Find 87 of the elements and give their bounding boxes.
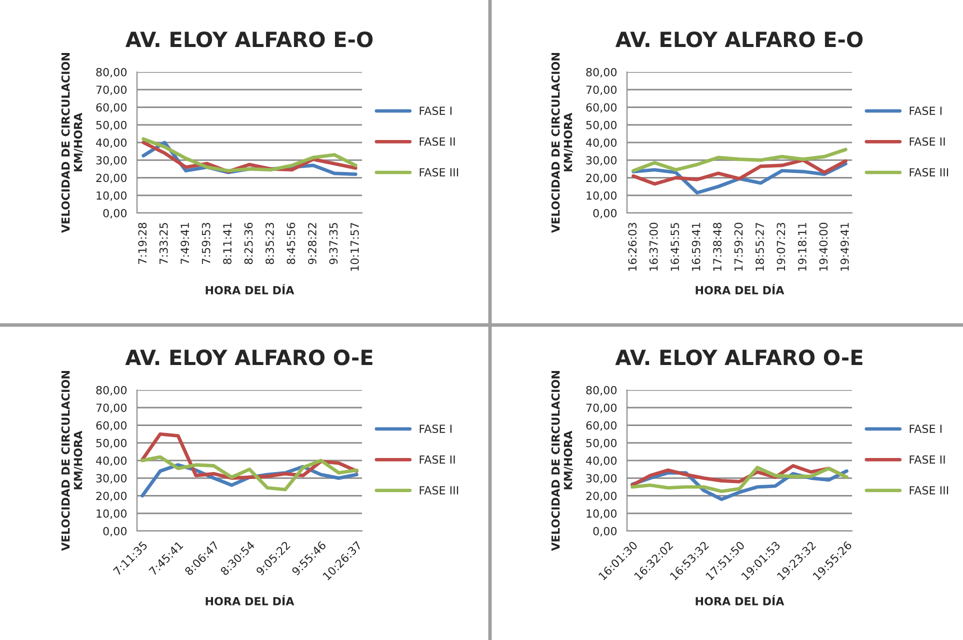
y-axis-title: VELOCIDAD DE CIRCULACION KM/HORA — [551, 371, 574, 551]
x-tick-label: 19:18:11 — [798, 223, 806, 271]
y-tick-label: 0,00 — [103, 526, 127, 537]
legend-label: FASE II — [910, 137, 945, 146]
y-tick-label: 20,00 — [96, 174, 127, 184]
chart-title: AV. ELOY ALFARO O-E — [615, 350, 862, 366]
y-tick-label: 0,00 — [593, 526, 617, 537]
legend-label: FASE I — [420, 424, 452, 433]
y-tick-label: 60,00 — [586, 103, 617, 113]
y-tick-label: 50,00 — [96, 120, 127, 130]
y-tick-label: 20,00 — [586, 492, 617, 502]
line-series — [632, 148, 848, 172]
chart-title: AV. ELOY ALFARO O-E — [125, 350, 372, 366]
y-tick-label: 30,00 — [586, 156, 617, 166]
y-tick-label: 60,00 — [586, 421, 617, 431]
y-tick-label: 0,00 — [593, 208, 617, 219]
y-tick-label: 70,00 — [586, 404, 617, 414]
line-series — [630, 466, 848, 494]
x-tick-label: 8:45:56 — [286, 222, 296, 264]
legend-label: FASE II — [420, 137, 455, 146]
x-tick-label: 9:28:22 — [308, 223, 316, 264]
chart-title: AV. ELOY ALFARO E-O — [125, 32, 373, 48]
x-tick-label: 8:25:36 — [244, 222, 253, 264]
x-tick-label: 7:49:41 — [180, 223, 190, 264]
x-axis-title: HORA DEL DÍA — [696, 284, 784, 294]
y-tick-label: 10,00 — [96, 509, 127, 519]
y-tick-label: 40,00 — [586, 456, 617, 466]
y-tick-label: 50,00 — [96, 438, 127, 448]
x-tick-label: 18:55:27 — [756, 222, 764, 271]
x-axis-title: HORA DEL DÍA — [696, 594, 784, 606]
chart-title: AV. ELOY ALFARO E-O — [615, 32, 863, 48]
x-tick-label: 8:11:41 — [223, 223, 232, 264]
y-tick-label: 30,00 — [586, 474, 617, 484]
y-tick-label: 50,00 — [586, 120, 617, 130]
x-tick-label: 16:45:55 — [670, 223, 680, 271]
x-tick-label: 7:19:28 — [138, 222, 147, 264]
legend-label: FASE I — [420, 106, 452, 115]
y-tick-label: 40,00 — [96, 456, 127, 466]
x-tick-label: 9:37:35 — [329, 223, 338, 264]
y-tick-label: 20,00 — [586, 174, 617, 184]
y-axis-title: VELOCIDAD DE CIRCULACION KM/HORA — [61, 53, 84, 233]
x-tick-label: 8:35:23 — [266, 222, 274, 264]
x-axis-title: HORA DEL DÍA — [206, 594, 294, 606]
x-tick-label: 7:59:53 — [202, 222, 210, 264]
y-tick-label: 70,00 — [96, 404, 127, 414]
y-tick-label: 40,00 — [586, 138, 617, 148]
legend-label: FASE III — [910, 486, 948, 494]
y-tick-label: 70,00 — [96, 86, 127, 96]
x-tick-label: 17:38:48 — [713, 222, 722, 271]
y-tick-label: 20,00 — [96, 492, 127, 502]
legend-label: FASE III — [910, 168, 948, 176]
y-tick-label: 50,00 — [586, 438, 617, 448]
x-tick-label: 7:33:25 — [159, 223, 168, 264]
line-series — [140, 455, 358, 492]
legend-label: FASE II — [910, 455, 945, 464]
x-tick-label: 19:07:23 — [776, 222, 786, 271]
y-tick-label: 70,00 — [586, 86, 617, 96]
x-tick-label: 17:59:20 — [734, 222, 743, 271]
y-tick-label: 10,00 — [96, 191, 127, 201]
line-series — [632, 158, 848, 186]
y-tick-label: 10,00 — [586, 509, 617, 519]
y-axis-title: VELOCIDAD DE CIRCULACION KM/HORA — [551, 53, 574, 233]
y-tick-label: 80,00 — [96, 386, 127, 396]
x-tick-label: 10:17:57 — [350, 222, 359, 271]
legend-label: FASE I — [910, 106, 942, 115]
x-tick-label: 16:26:03 — [628, 222, 637, 271]
legend-label: FASE III — [420, 168, 458, 176]
x-tick-label: 16:59:41 — [692, 223, 700, 271]
legend-label: FASE III — [420, 486, 458, 494]
line-series — [632, 162, 848, 194]
y-tick-label: 60,00 — [96, 421, 127, 431]
x-tick-label: 19:40:00 — [819, 222, 828, 271]
y-tick-label: 30,00 — [96, 156, 127, 166]
legend-label: FASE I — [910, 424, 942, 433]
y-tick-label: 40,00 — [96, 138, 127, 148]
y-tick-label: 80,00 — [586, 68, 617, 78]
legend-label: FASE II — [420, 455, 455, 464]
y-tick-label: 0,00 — [103, 208, 127, 219]
y-tick-label: 30,00 — [96, 474, 127, 484]
y-tick-label: 80,00 — [96, 68, 127, 78]
x-tick-label: 16:37:00 — [649, 222, 658, 271]
x-axis-title: HORA DEL DÍA — [206, 284, 294, 294]
y-tick-label: 60,00 — [96, 103, 127, 113]
y-axis-title: VELOCIDAD DE CIRCULACION KM/HORA — [61, 371, 84, 551]
y-tick-label: 10,00 — [586, 191, 617, 201]
y-tick-label: 80,00 — [586, 386, 617, 396]
x-tick-label: 19:49:41 — [840, 223, 849, 271]
